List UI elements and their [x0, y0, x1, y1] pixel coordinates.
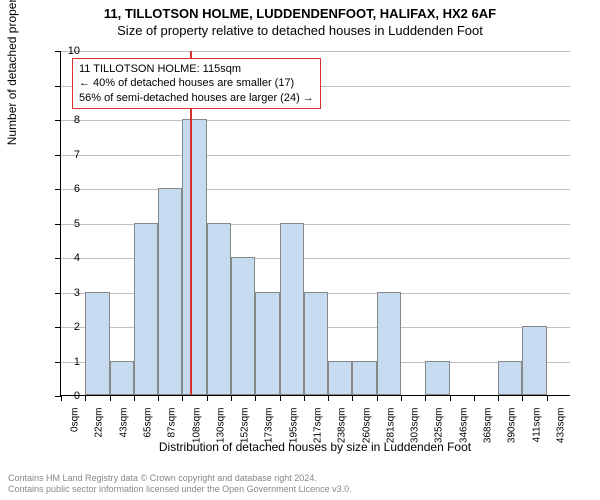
x-tick-label: 411sqm — [531, 408, 542, 458]
y-tick-label: 4 — [60, 252, 80, 264]
footer-line2: Contains public sector information licen… — [8, 484, 352, 496]
x-tick-label: 303sqm — [410, 408, 421, 458]
x-tick-label: 346sqm — [458, 408, 469, 458]
bar — [182, 119, 206, 395]
x-tick-label: 108sqm — [191, 408, 202, 458]
x-tick — [328, 395, 329, 401]
x-tick — [85, 395, 86, 401]
x-tick — [304, 395, 305, 401]
footer-line1: Contains HM Land Registry data © Crown c… — [8, 473, 352, 485]
bar — [85, 292, 109, 396]
bar — [158, 188, 182, 395]
y-tick-label: 8 — [60, 114, 80, 126]
x-tick-label: 217sqm — [313, 408, 324, 458]
x-tick-label: 260sqm — [361, 408, 372, 458]
x-tick — [134, 395, 135, 401]
x-tick — [158, 395, 159, 401]
y-tick-label: 10 — [60, 45, 80, 57]
bar — [377, 292, 401, 396]
chart-title-2: Size of property relative to detached ho… — [0, 23, 600, 38]
x-tick — [280, 395, 281, 401]
x-tick — [450, 395, 451, 401]
x-tick-label: 368sqm — [483, 408, 494, 458]
y-tick-label: 0 — [60, 390, 80, 402]
x-tick-label: 87sqm — [167, 408, 178, 458]
y-tick-label: 2 — [60, 321, 80, 333]
gridline — [61, 51, 570, 52]
gridline — [61, 120, 570, 121]
x-tick-label: 152sqm — [240, 408, 251, 458]
y-tick-label: 7 — [60, 149, 80, 161]
annotation-line1: 11 TILLOTSON HOLME: 115sqm — [79, 62, 314, 76]
x-tick-label: 390sqm — [507, 408, 518, 458]
x-tick — [255, 395, 256, 401]
chart: 11, TILLOTSON HOLME, LUDDENDENFOOT, HALI… — [0, 6, 600, 456]
x-tick-label: 173sqm — [264, 408, 275, 458]
x-tick-label: 22sqm — [94, 408, 105, 458]
x-tick — [547, 395, 548, 401]
bar — [498, 361, 522, 396]
bar — [134, 223, 158, 396]
bar — [304, 292, 328, 396]
y-axis-title: Number of detached properties — [5, 0, 19, 145]
bar — [280, 223, 304, 396]
bar — [425, 361, 449, 396]
y-tick-label: 1 — [60, 356, 80, 368]
gridline — [61, 189, 570, 190]
x-tick-label: 325sqm — [434, 408, 445, 458]
x-tick — [207, 395, 208, 401]
x-tick-label: 43sqm — [118, 408, 129, 458]
x-tick-label: 281sqm — [385, 408, 396, 458]
x-tick — [425, 395, 426, 401]
x-tick — [522, 395, 523, 401]
bar — [207, 223, 231, 396]
y-tick-label: 5 — [60, 218, 80, 230]
x-tick-label: 130sqm — [215, 408, 226, 458]
x-tick-label: 433sqm — [555, 408, 566, 458]
x-tick-label: 238sqm — [337, 408, 348, 458]
footer-attribution: Contains HM Land Registry data © Crown c… — [8, 473, 352, 496]
x-tick — [401, 395, 402, 401]
x-tick — [352, 395, 353, 401]
bar — [522, 326, 546, 395]
x-tick-label: 65sqm — [143, 408, 154, 458]
annotation-box: 11 TILLOTSON HOLME: 115sqm← 40% of detac… — [72, 58, 321, 109]
gridline — [61, 155, 570, 156]
x-tick — [377, 395, 378, 401]
annotation-line3: 56% of semi-detached houses are larger (… — [79, 91, 314, 105]
x-tick — [231, 395, 232, 401]
bar — [255, 292, 279, 396]
x-tick — [498, 395, 499, 401]
x-tick-label: 195sqm — [288, 408, 299, 458]
y-tick-label: 6 — [60, 183, 80, 195]
bar — [328, 361, 352, 396]
x-tick — [182, 395, 183, 401]
bar — [231, 257, 255, 395]
x-tick-label: 0sqm — [70, 408, 81, 458]
bar — [110, 361, 134, 396]
chart-title-1: 11, TILLOTSON HOLME, LUDDENDENFOOT, HALI… — [0, 6, 600, 21]
x-tick — [474, 395, 475, 401]
x-tick — [110, 395, 111, 401]
y-tick-label: 3 — [60, 287, 80, 299]
annotation-line2: ← 40% of detached houses are smaller (17… — [79, 76, 314, 90]
bar — [352, 361, 376, 396]
